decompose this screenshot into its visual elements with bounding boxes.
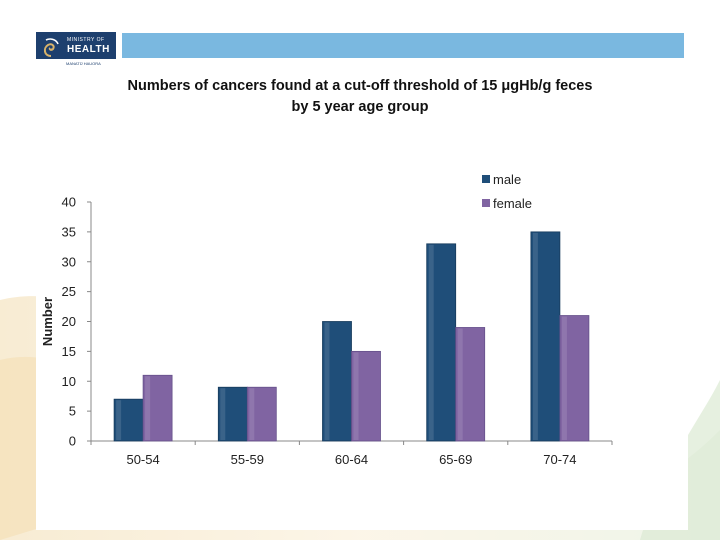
koru-icon xyxy=(43,38,59,57)
y-tick-label: 30 xyxy=(62,254,76,269)
legend-label-male: male xyxy=(493,172,521,187)
y-tick-label: 20 xyxy=(62,314,76,329)
bar-male-55-59 xyxy=(217,386,248,442)
bar-sheen xyxy=(220,388,226,440)
chart-title-line1: Numbers of cancers found at a cut-off th… xyxy=(127,78,593,94)
bar-male-65-69 xyxy=(426,243,457,442)
y-axis-label: Number xyxy=(40,297,55,346)
bar-sheen xyxy=(249,388,255,440)
bar-chart: 0 5 10 15 20 25 30 35 40 50-54 55-59 60-64 65-69 70-7… xyxy=(40,172,613,467)
bar-female-55-59 xyxy=(246,386,277,442)
bar-sheen xyxy=(145,376,151,440)
legend-swatch-female xyxy=(482,199,490,207)
x-tick-label: 60-64 xyxy=(335,452,368,467)
bar-female-65-69 xyxy=(455,327,486,442)
x-tick-label: 55-59 xyxy=(231,452,264,467)
chart-title-line2: by 5 year age group xyxy=(291,99,429,115)
logo-line1: MINISTRY OF xyxy=(67,37,105,43)
y-tick-label: 10 xyxy=(62,374,76,389)
y-tick-label: 40 xyxy=(62,195,76,210)
x-tick-label: 70-74 xyxy=(543,452,576,467)
slide-panel xyxy=(36,30,688,530)
y-tick-label: 35 xyxy=(62,224,76,239)
y-tick-label: 0 xyxy=(69,434,76,449)
header-bar xyxy=(122,33,684,58)
ministry-logo: MINISTRY OF HEALTH MANATŪ HAUORA xyxy=(36,30,120,68)
chart-axes: 0 5 10 15 20 25 30 35 40 50-54 55-59 60-64 65-69 70-7… xyxy=(62,195,613,467)
x-tick-label: 50-54 xyxy=(126,452,159,467)
legend-swatch-male xyxy=(482,175,490,183)
y-tick-label: 15 xyxy=(62,344,76,359)
bar-sheen xyxy=(116,400,122,440)
bar-sheen xyxy=(561,316,567,440)
logo-line3: MANATŪ HAUORA xyxy=(66,61,101,66)
bar-sheen xyxy=(457,328,463,440)
bar-female-70-74 xyxy=(559,315,590,442)
bar-sheen xyxy=(532,232,538,440)
bar-sheen xyxy=(353,352,359,440)
bar-male-70-74 xyxy=(530,231,561,442)
bar-female-60-64 xyxy=(351,350,381,442)
chart-bars xyxy=(113,231,590,442)
bar-male-60-64 xyxy=(322,321,352,442)
bar-male-50-54 xyxy=(113,398,144,442)
logo-box: MINISTRY OF HEALTH xyxy=(36,32,116,59)
chart-legend: male female xyxy=(482,172,532,211)
logo-line2: HEALTH xyxy=(67,44,110,55)
x-tick-label: 65-69 xyxy=(439,452,472,467)
chart-title: Numbers of cancers found at a cut-off th… xyxy=(80,76,640,118)
legend-label-female: female xyxy=(493,196,532,211)
bar-female-50-54 xyxy=(142,374,173,442)
bar-sheen xyxy=(324,322,330,440)
y-tick-label: 5 xyxy=(69,404,76,419)
bar-sheen xyxy=(428,244,434,440)
y-tick-label: 25 xyxy=(62,284,76,299)
